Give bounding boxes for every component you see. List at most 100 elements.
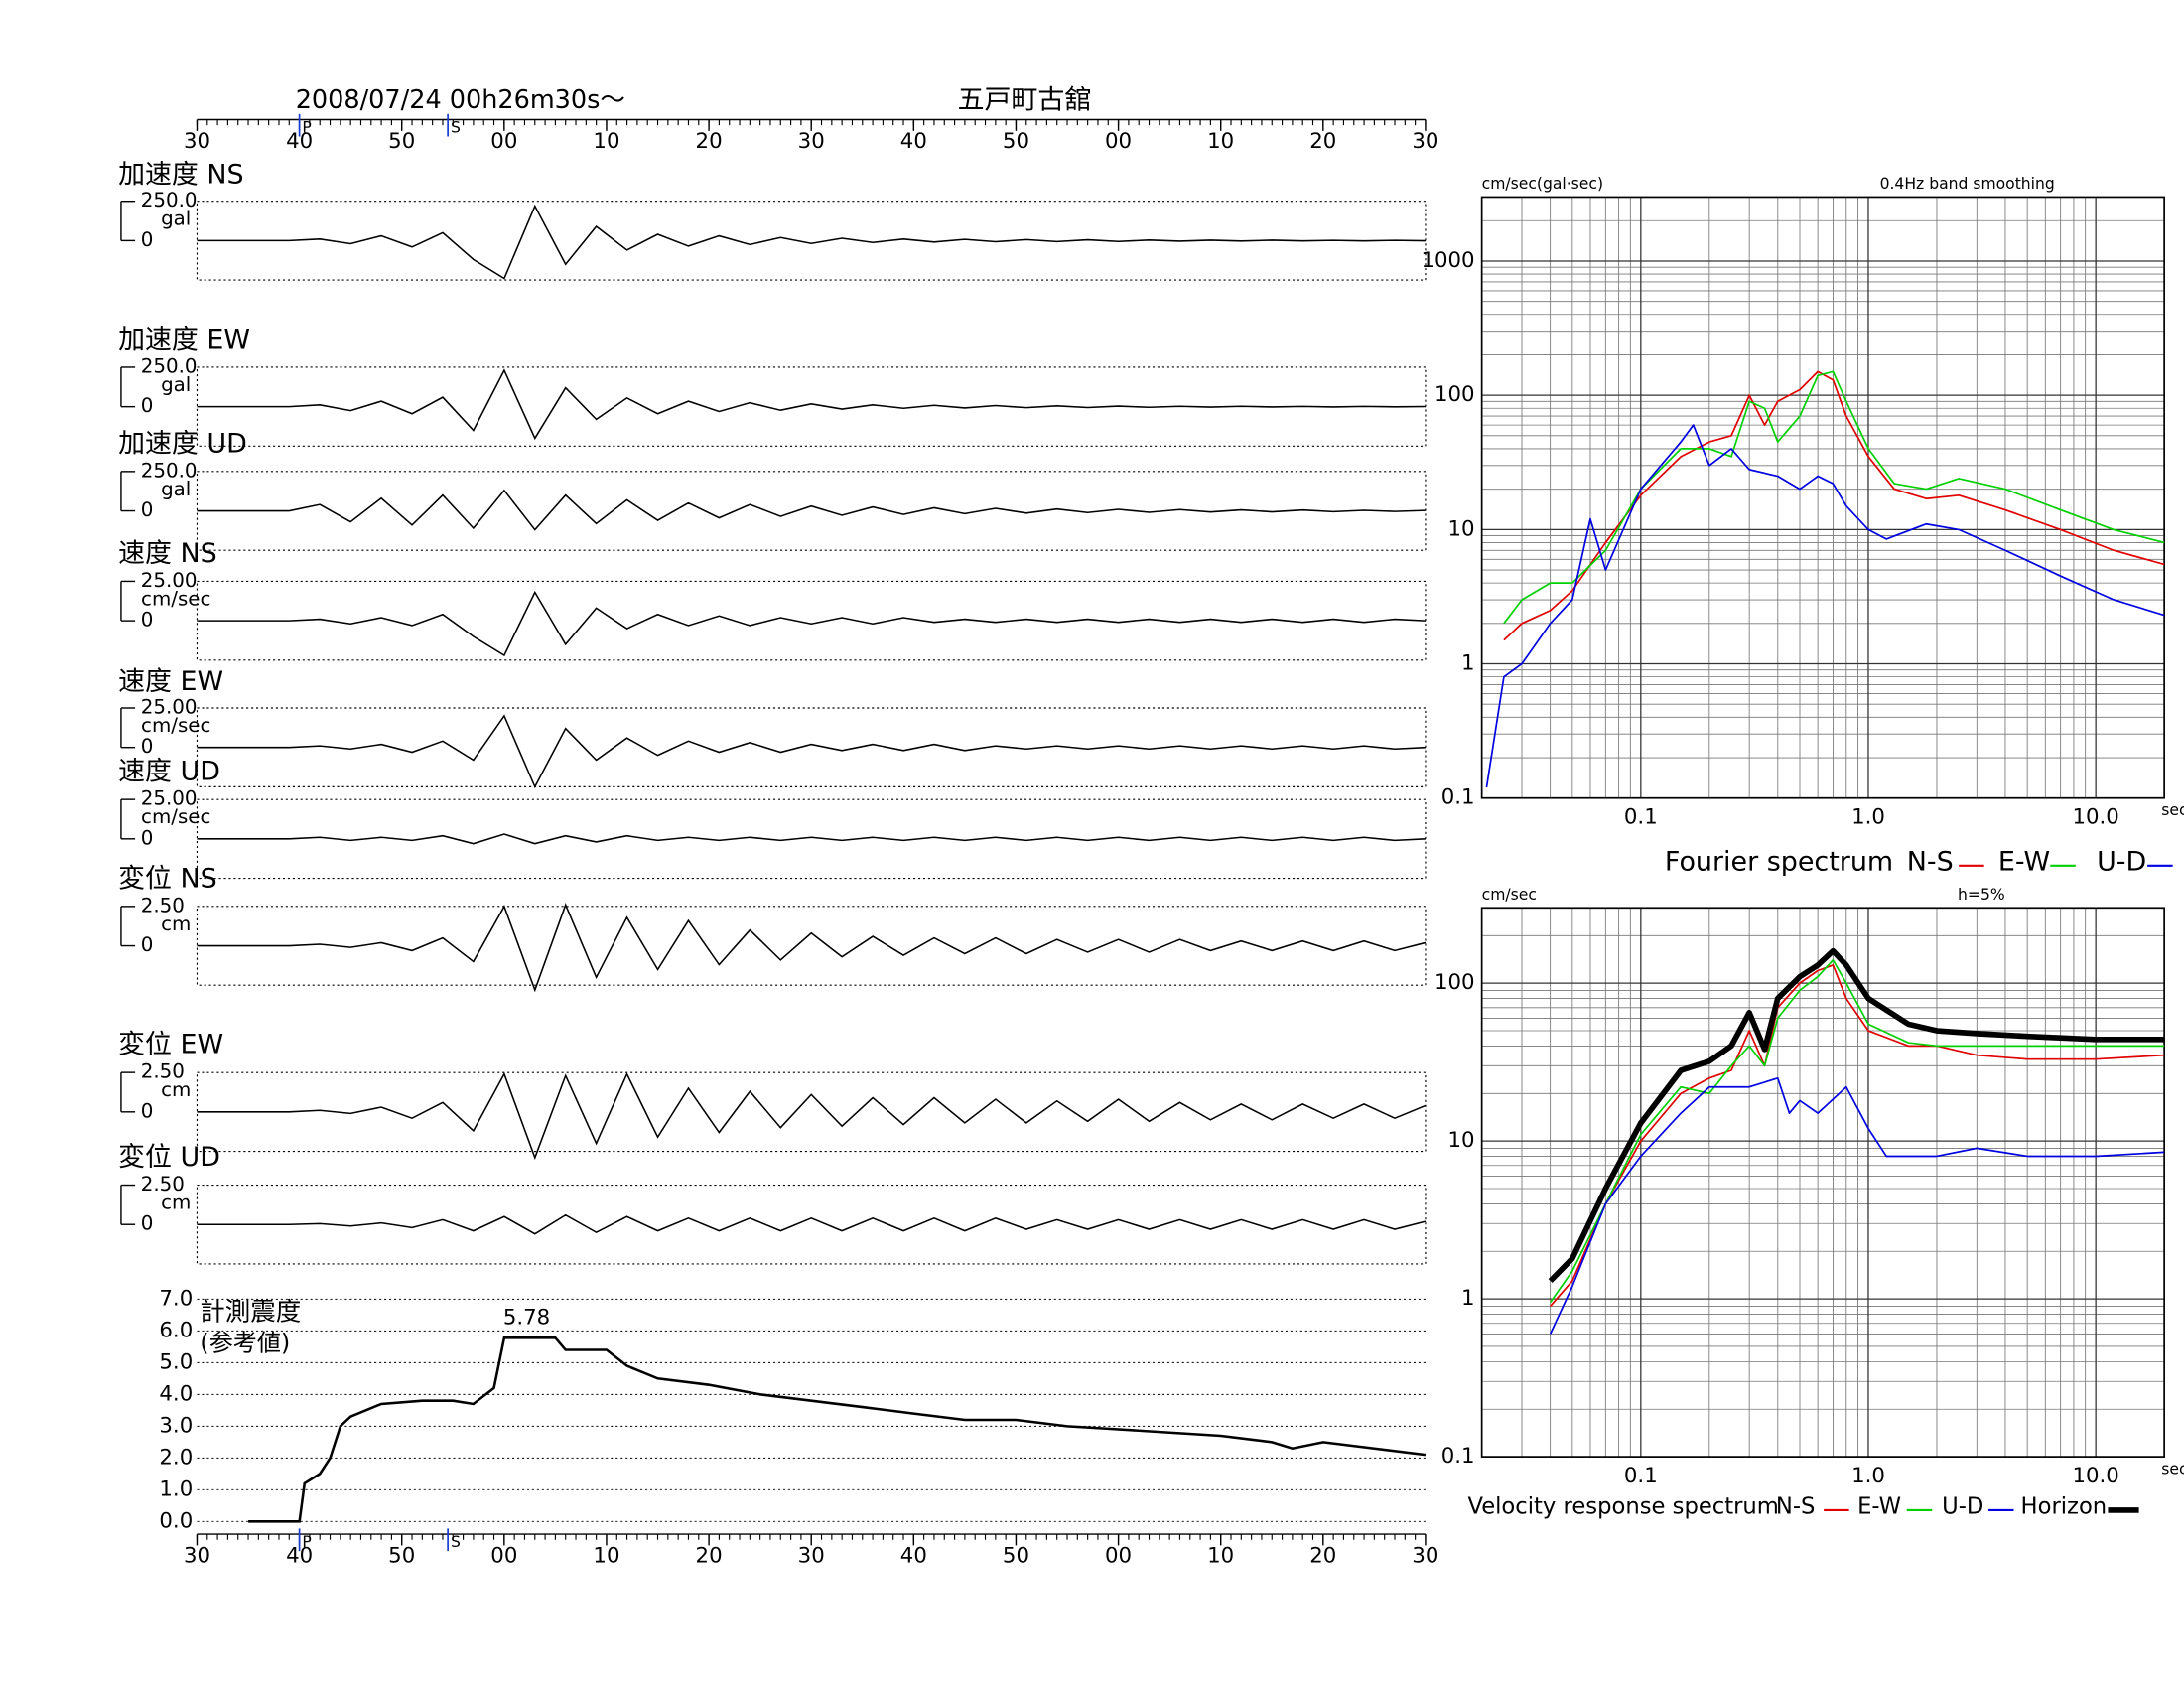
- chart-title: 計測震度: [200, 1298, 301, 1328]
- station-name: 五戸町古舘: [958, 85, 1092, 116]
- x-tick-label: 10: [1207, 1544, 1234, 1569]
- y-tick-label: 1: [1461, 1286, 1475, 1311]
- x-tick-label: 00: [1105, 1544, 1132, 1569]
- peak-label: 5.78: [503, 1306, 550, 1331]
- spectrum-line: [1549, 1076, 2165, 1335]
- y-axis-label: cm/sec(gal·sec): [1482, 175, 1603, 193]
- waveform: [197, 1071, 1427, 1161]
- y-tick-label: 2.50: [141, 1173, 185, 1196]
- x-tick-label: 30: [184, 1544, 210, 1569]
- chart-note: 0.4Hz band smoothing: [1880, 175, 2055, 193]
- spectrum-line: [1549, 959, 2165, 1304]
- unit-label: cm: [161, 913, 191, 935]
- y-tick-label: 25.00: [141, 569, 198, 592]
- y-tick-label: 6.0: [159, 1318, 193, 1342]
- unit-label: gal: [161, 208, 191, 230]
- y-tick-label: 0.1: [1441, 785, 1475, 810]
- phase-label: S: [451, 1533, 461, 1551]
- y-tick-label: 0: [141, 826, 154, 849]
- waveform: [197, 368, 1426, 441]
- x-tick-label: 40: [900, 1544, 927, 1569]
- y-tick-label: 0: [141, 394, 154, 417]
- x-tick-label: 50: [1003, 129, 1029, 154]
- unit-label: cm/sec: [141, 805, 210, 828]
- y-tick-label: 1: [1461, 651, 1475, 676]
- waveform: [197, 714, 1426, 789]
- x-tick-label: 20: [696, 1544, 723, 1569]
- x-tick-label: 20: [1309, 1544, 1336, 1569]
- trace-frame: [196, 906, 1427, 986]
- legend-title: Velocity response spectrum: [1467, 1494, 1778, 1520]
- waveform: [197, 489, 1426, 531]
- waveform: [197, 833, 1426, 845]
- unit-label: cm: [161, 1191, 191, 1213]
- x-tick-label: 30: [1412, 129, 1438, 154]
- y-tick-label: 2.50: [141, 894, 185, 916]
- spectrum-line: [1548, 947, 2165, 1284]
- x-tick-label: 50: [388, 129, 415, 154]
- y-tick-label: 0: [141, 735, 154, 758]
- x-tick-label: 10: [593, 1544, 619, 1569]
- y-tick-label: 0.0: [159, 1508, 193, 1533]
- chart-subtitle: (参考値): [200, 1330, 290, 1357]
- trace-title: 速度 NS: [118, 538, 217, 569]
- unit-label: cm/sec: [141, 714, 210, 737]
- y-tick-label: 1.0: [159, 1477, 193, 1501]
- chart-note: h=5%: [1958, 886, 2005, 904]
- plot-frame: [1480, 907, 2165, 1458]
- waveform: [197, 903, 1427, 993]
- x-tick-label: 50: [388, 1544, 415, 1569]
- x-tick-label: 0.1: [1624, 1464, 1658, 1488]
- y-tick-label: 0: [141, 933, 154, 956]
- legend-label: U-D: [1942, 1494, 1983, 1520]
- unit-label: cm: [161, 1078, 191, 1101]
- legend-label: N-S: [1776, 1494, 1816, 1520]
- y-tick-label: 5.0: [159, 1349, 193, 1374]
- trace-title: 速度 EW: [118, 666, 223, 697]
- y-tick-label: 4.0: [159, 1381, 193, 1406]
- unit-label: cm/sec: [141, 587, 210, 610]
- phase-label: P: [302, 1533, 311, 1551]
- waveform: [197, 204, 1426, 280]
- y-tick-label: 0: [141, 228, 154, 251]
- x-tick-label: 20: [696, 129, 723, 154]
- x-tick-label: 00: [1105, 129, 1132, 154]
- y-tick-label: 3.0: [159, 1413, 193, 1438]
- trace-title: 加速度 UD: [118, 428, 247, 459]
- x-tick-label: 10.0: [2072, 1464, 2118, 1488]
- x-tick-label: 10: [1207, 129, 1234, 154]
- y-tick-label: 0: [141, 1212, 154, 1235]
- trace-title: 変位 UD: [118, 1142, 220, 1173]
- x-tick-label: 10: [593, 129, 619, 154]
- spectrum-line: [1503, 370, 2165, 625]
- x-tick-label: 00: [490, 129, 517, 154]
- x-tick-label: 20: [1309, 129, 1336, 154]
- y-tick-label: 2.0: [159, 1445, 193, 1470]
- y-tick-label: 100: [1434, 970, 1475, 995]
- x-tick-label: 10.0: [2072, 805, 2118, 830]
- x-tick-label: 30: [184, 129, 210, 154]
- intensity-line: [248, 1336, 1427, 1523]
- legend-label: Horizon: [2021, 1494, 2108, 1520]
- trace-title: 加速度 NS: [118, 160, 244, 191]
- unit-label: gal: [161, 373, 191, 396]
- y-tick-label: 250.0: [141, 354, 198, 377]
- trace-title: 加速度 EW: [118, 325, 250, 355]
- legend-label: E-W: [1857, 1494, 1901, 1520]
- unit-label: gal: [161, 478, 191, 500]
- waveform: [197, 590, 1426, 657]
- x-tick-label: 30: [798, 129, 825, 154]
- x-tick-label: 1.0: [1851, 805, 1885, 830]
- y-tick-label: 0.1: [1441, 1444, 1475, 1469]
- legend-label: E-W: [1998, 846, 2050, 877]
- y-tick-label: 100: [1434, 382, 1475, 407]
- x-tick-label: 50: [1003, 1544, 1029, 1569]
- record-date: 2008/07/24 00h26m30s～: [296, 85, 625, 115]
- x-tick-label: 0.1: [1624, 805, 1658, 830]
- y-tick-label: 25.00: [141, 695, 198, 718]
- trace-frame: [196, 1071, 1427, 1153]
- y-tick-label: 1000: [1421, 248, 1474, 273]
- y-axis-label: cm/sec: [1482, 886, 1537, 904]
- legend-title: Fourier spectrum: [1665, 846, 1893, 877]
